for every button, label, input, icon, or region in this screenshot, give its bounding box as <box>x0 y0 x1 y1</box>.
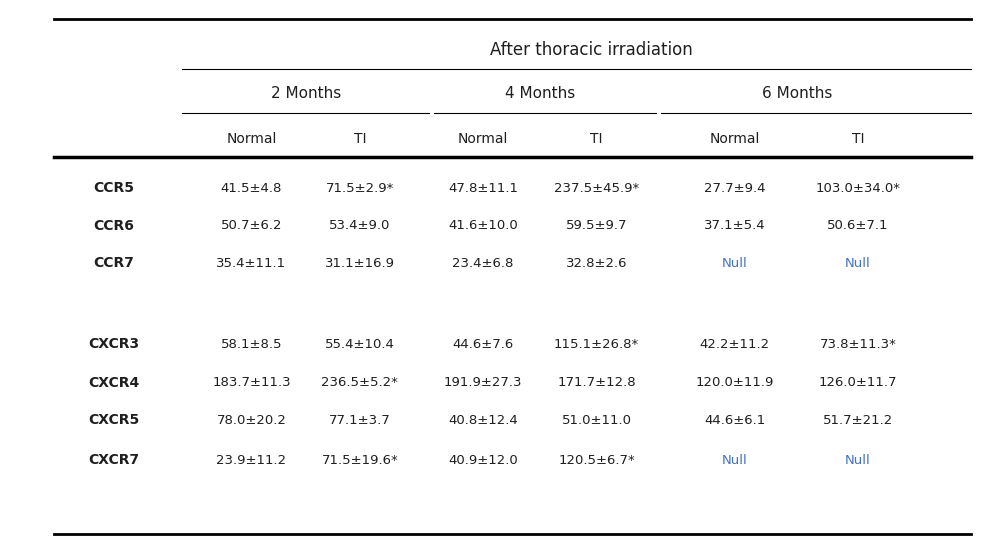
Text: CXCR7: CXCR7 <box>88 453 139 467</box>
Text: 47.8±11.1: 47.8±11.1 <box>449 182 518 195</box>
Text: 44.6±6.1: 44.6±6.1 <box>704 414 765 427</box>
Text: 32.8±2.6: 32.8±2.6 <box>566 257 627 270</box>
Text: 183.7±11.3: 183.7±11.3 <box>212 376 291 390</box>
Text: 59.5±9.7: 59.5±9.7 <box>566 219 627 233</box>
Text: TI: TI <box>591 132 602 146</box>
Text: 77.1±3.7: 77.1±3.7 <box>329 414 390 427</box>
Text: 23.4±6.8: 23.4±6.8 <box>453 257 514 270</box>
Text: Null: Null <box>722 453 747 467</box>
Text: 126.0±11.7: 126.0±11.7 <box>818 376 897 390</box>
Text: 23.9±11.2: 23.9±11.2 <box>216 453 287 467</box>
Text: 103.0±34.0*: 103.0±34.0* <box>815 182 900 195</box>
Text: 51.7±21.2: 51.7±21.2 <box>822 414 893 427</box>
Text: 40.8±12.4: 40.8±12.4 <box>449 414 518 427</box>
Text: 37.1±5.4: 37.1±5.4 <box>704 219 765 233</box>
Text: 50.7±6.2: 50.7±6.2 <box>221 219 282 233</box>
Text: 41.6±10.0: 41.6±10.0 <box>449 219 518 233</box>
Text: 2 Months: 2 Months <box>270 86 341 101</box>
Text: 171.7±12.8: 171.7±12.8 <box>557 376 636 390</box>
Text: Normal: Normal <box>709 132 760 146</box>
Text: 236.5±5.2*: 236.5±5.2* <box>321 376 398 390</box>
Text: 51.0±11.0: 51.0±11.0 <box>562 414 631 427</box>
Text: 6 Months: 6 Months <box>761 86 832 101</box>
Text: 120.5±6.7*: 120.5±6.7* <box>558 453 635 467</box>
Text: Normal: Normal <box>458 132 509 146</box>
Text: TI: TI <box>852 132 864 146</box>
Text: 44.6±7.6: 44.6±7.6 <box>453 338 514 351</box>
Text: 78.0±20.2: 78.0±20.2 <box>217 414 286 427</box>
Text: 50.6±7.1: 50.6±7.1 <box>827 219 888 233</box>
Text: 237.5±45.9*: 237.5±45.9* <box>554 182 639 195</box>
Text: CCR6: CCR6 <box>93 219 134 233</box>
Text: Null: Null <box>722 257 747 270</box>
Text: CXCR3: CXCR3 <box>88 337 139 352</box>
Text: 4 Months: 4 Months <box>505 86 576 101</box>
Text: 191.9±27.3: 191.9±27.3 <box>444 376 523 390</box>
Text: CXCR4: CXCR4 <box>88 376 139 390</box>
Text: Null: Null <box>845 453 871 467</box>
Text: 58.1±8.5: 58.1±8.5 <box>221 338 282 351</box>
Text: 40.9±12.0: 40.9±12.0 <box>449 453 518 467</box>
Text: CCR7: CCR7 <box>93 256 134 271</box>
Text: 27.7±9.4: 27.7±9.4 <box>704 182 765 195</box>
Text: CXCR5: CXCR5 <box>88 413 139 428</box>
Text: 41.5±4.8: 41.5±4.8 <box>221 182 282 195</box>
Text: 35.4±11.1: 35.4±11.1 <box>216 257 287 270</box>
Text: 120.0±11.9: 120.0±11.9 <box>695 376 774 390</box>
Text: 42.2±11.2: 42.2±11.2 <box>699 338 770 351</box>
Text: 31.1±16.9: 31.1±16.9 <box>325 257 394 270</box>
Text: Normal: Normal <box>226 132 277 146</box>
Text: After thoracic irradiation: After thoracic irradiation <box>490 41 693 58</box>
Text: 55.4±10.4: 55.4±10.4 <box>325 338 394 351</box>
Text: CCR5: CCR5 <box>93 181 134 196</box>
Text: TI: TI <box>354 132 366 146</box>
Text: 71.5±2.9*: 71.5±2.9* <box>325 182 394 195</box>
Text: 73.8±11.3*: 73.8±11.3* <box>819 338 896 351</box>
Text: 115.1±26.8*: 115.1±26.8* <box>554 338 639 351</box>
Text: 53.4±9.0: 53.4±9.0 <box>329 219 390 233</box>
Text: 71.5±19.6*: 71.5±19.6* <box>321 453 398 467</box>
Text: Null: Null <box>845 257 871 270</box>
